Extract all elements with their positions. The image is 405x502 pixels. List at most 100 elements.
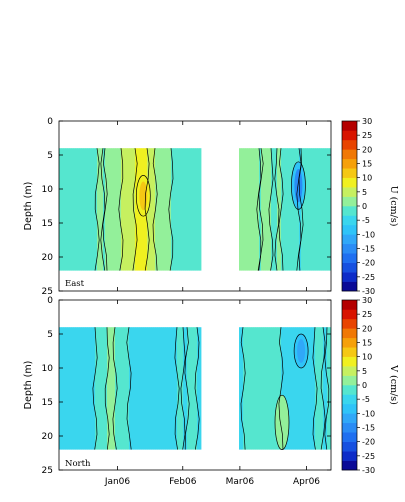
colorbar-swatch [342,149,357,160]
heatmap-cell [91,148,94,271]
colorbar-swatch [342,403,357,414]
north-plot-frame [58,299,332,471]
contour-line [324,327,330,450]
heatmap-cell [181,148,184,271]
contour-line [180,327,186,450]
heatmap-cell [73,327,76,450]
heatmap-cell [85,327,88,450]
heatmap-cell [275,327,278,450]
heatmap-cell [163,148,166,271]
east-y-axis-title: Depth (m) [23,182,34,231]
heatmap-cell [325,327,328,450]
heatmap-cell [285,148,288,271]
heatmap-cell [301,327,304,450]
heatmap-cell [313,327,316,450]
heatmap-cell [133,327,136,450]
heatmap-cell [127,148,130,271]
heatmap-cell [157,327,160,450]
colorbar-swatch [342,318,357,329]
colorbar-swatch [342,385,357,395]
heatmap-cell [261,327,264,450]
heatmap-cell [151,327,154,450]
heatmap-cell [111,327,114,450]
heatmap-cell [71,148,74,271]
heatmap-cell [319,148,322,271]
east-panel: 0 5 10 15 20 25 Depth (m) East [23,117,332,297]
heatmap-cell [239,148,242,271]
heatmap-cell [125,327,128,450]
heatmap-cell [97,148,100,271]
heatmap-cell [277,148,280,271]
heatmap-cell [303,148,306,271]
heatmap-cell [103,148,106,271]
heatmap-cell [265,327,268,450]
heatmap-cell [101,148,104,271]
heatmap-cell [93,327,96,450]
heatmap-cell [59,148,62,271]
colorbar-tick-label: 20 [362,324,372,333]
y-tick-label: 0 [47,117,53,127]
heatmap-cell [59,327,62,450]
heatmap-cell [279,148,282,271]
heatmap-cell [131,327,134,450]
colorbar-tick-label: 0 [362,202,367,211]
heatmap-cell [273,327,276,450]
heatmap-cell [307,148,310,271]
heatmap-cell [135,148,138,271]
north-y-axis: 0 5 10 15 20 25 [42,296,331,476]
colorbar-swatch [342,139,357,150]
contour-line [135,175,151,217]
heatmap-cell [287,327,290,450]
colorbar-tick-label: -10 [362,409,375,418]
north-y-axis-title: Depth (m) [23,361,34,410]
colorbar-swatch [342,413,357,424]
heatmap-cell [89,148,92,271]
north-heatmap [59,327,331,450]
contour-line [104,327,110,450]
colorbar-tick-label: 30 [362,296,372,305]
heatmap-cell [257,148,260,271]
feature-core [139,181,148,211]
contour-line [168,148,174,271]
heatmap-cell [123,148,126,271]
heatmap-cell [309,327,312,450]
heatmap-cell [321,327,324,450]
heatmap-cell [261,148,264,271]
y-tick-label: 5 [47,151,53,161]
heatmap-cell [155,148,158,271]
contour-line [291,161,306,210]
heatmap-cell [195,148,198,271]
heatmap-cell [245,327,248,450]
colorbar-swatch [342,253,357,263]
contour-line [102,148,108,271]
heatmap-cell [95,148,98,271]
y-tick-label: 15 [42,219,53,229]
colorbar-swatch [342,281,357,292]
colorbar-swatch [342,309,357,320]
heatmap-cell [315,327,318,450]
colorbar-tick-label: -15 [362,245,375,254]
heatmap-cell [95,327,98,450]
heatmap-cell [129,148,132,271]
heatmap-cell [117,148,120,271]
heatmap-cell [105,148,108,271]
contour-line [174,327,180,450]
colorbar-tick-label: -5 [362,395,370,404]
heatmap-cell [241,327,244,450]
heatmap-cell [61,148,64,271]
heatmap-cell [283,327,286,450]
heatmap-cell [179,327,182,450]
colorbar-tick-label: 25 [362,131,372,140]
heatmap-cell [63,148,66,271]
heatmap-cell [183,148,186,271]
heatmap-cell [285,327,288,450]
y-tick-label: 15 [42,398,53,408]
heatmap-cell [199,327,202,450]
colorbar-swatch [342,366,357,376]
colorbar-swatch [342,206,357,216]
heatmap-cell [101,327,104,450]
heatmap-cell [83,327,86,450]
colorbar-tick-label: 20 [362,145,372,154]
heatmap-cell [155,327,158,450]
heatmap-cell [251,327,254,450]
